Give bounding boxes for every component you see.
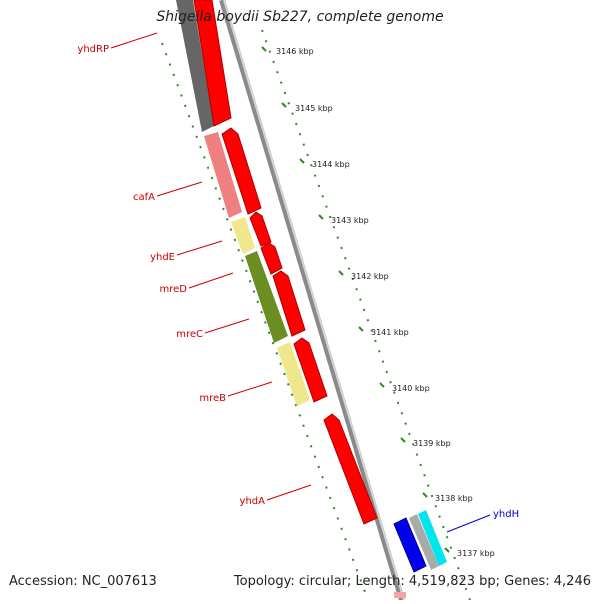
backbone-ring-highlight xyxy=(223,0,405,601)
gene-block-yhdRP xyxy=(176,0,214,132)
gene-block-yhdH-grey xyxy=(409,514,439,570)
label-leader-yhdA xyxy=(266,484,312,501)
cds-arrow-yhdA xyxy=(323,413,378,525)
gene-block-yhdE xyxy=(231,217,255,254)
scale-tick-mark xyxy=(444,547,450,553)
scale-tick-label: 3143 kbp xyxy=(331,216,369,225)
cds-arrow-yhdE xyxy=(249,211,272,247)
scale-tick-mark xyxy=(358,326,364,332)
scale-tick-mark xyxy=(281,102,287,108)
scale-tick-label: 3138 kbp xyxy=(435,494,473,503)
gene-label-yhdE: yhdE xyxy=(150,252,175,263)
label-leader-mreC xyxy=(204,318,250,334)
label-leader-yhdRP xyxy=(110,32,158,49)
scale-tick-label: 3144 kbp xyxy=(312,160,350,169)
gene-block-yhdH-cyan xyxy=(418,510,447,566)
scale-tick-label: 3142 kbp xyxy=(351,272,389,281)
gene-label-yhdRP: yhdRP xyxy=(77,44,109,55)
gene-block-mreB xyxy=(277,342,310,406)
gene-label-mreB: mreB xyxy=(199,393,226,404)
cds-arrow-mreB xyxy=(293,337,328,403)
cds-arrow-yhdRP xyxy=(193,0,232,127)
gene-block-mreD-mreC xyxy=(245,251,288,343)
gene-block-cafA xyxy=(204,132,242,218)
scale-tick-label: 3140 kbp xyxy=(392,384,430,393)
gene-label-yhdH: yhdH xyxy=(493,509,519,520)
scale-tick-mark xyxy=(338,270,344,276)
scale-tick-mark xyxy=(318,214,324,220)
scale-tick-mark xyxy=(400,437,406,443)
genome-summary-text: Topology: circular; Length: 4,519,823 bp… xyxy=(233,574,591,589)
inner-dotted-ring xyxy=(161,42,369,601)
scale-tick-label: 3141 kbp xyxy=(371,328,409,337)
label-leader-cafA xyxy=(156,181,203,197)
scale-tick-label: 3146 kbp xyxy=(276,47,314,56)
gene-label-yhdA: yhdA xyxy=(240,496,266,507)
scale-tick-label: 3137 kbp xyxy=(457,549,495,558)
cds-arrow-yhdH xyxy=(393,517,427,573)
scale-tick-mark xyxy=(379,382,385,388)
label-leader-mreB xyxy=(227,381,273,397)
scale-tick-mark xyxy=(261,46,267,52)
cds-arrow-cafA xyxy=(221,127,262,215)
gene-label-mreD: mreD xyxy=(160,284,188,295)
scale-tick-mark xyxy=(299,158,305,164)
scale-tick-label: 3145 kbp xyxy=(295,104,333,113)
backbone-ring xyxy=(219,0,405,601)
cds-arrow-mreD xyxy=(260,242,283,275)
scale-tick-label: 3139 kbp xyxy=(413,439,451,448)
accession-text: Accession: NC_007613 xyxy=(9,574,157,589)
map-title: Shigella boydii Sb227, complete genome xyxy=(156,9,444,25)
gene-label-cafA: cafA xyxy=(133,192,155,203)
gene-label-mreC: mreC xyxy=(176,329,203,340)
label-leader-yhdE xyxy=(176,240,223,256)
label-leader-mreD xyxy=(188,272,234,289)
cds-arrow-mreC xyxy=(272,270,306,337)
label-leader-yhdH xyxy=(446,514,491,533)
bottom-segment-marker xyxy=(394,592,406,598)
scale-tick-mark xyxy=(422,492,428,498)
